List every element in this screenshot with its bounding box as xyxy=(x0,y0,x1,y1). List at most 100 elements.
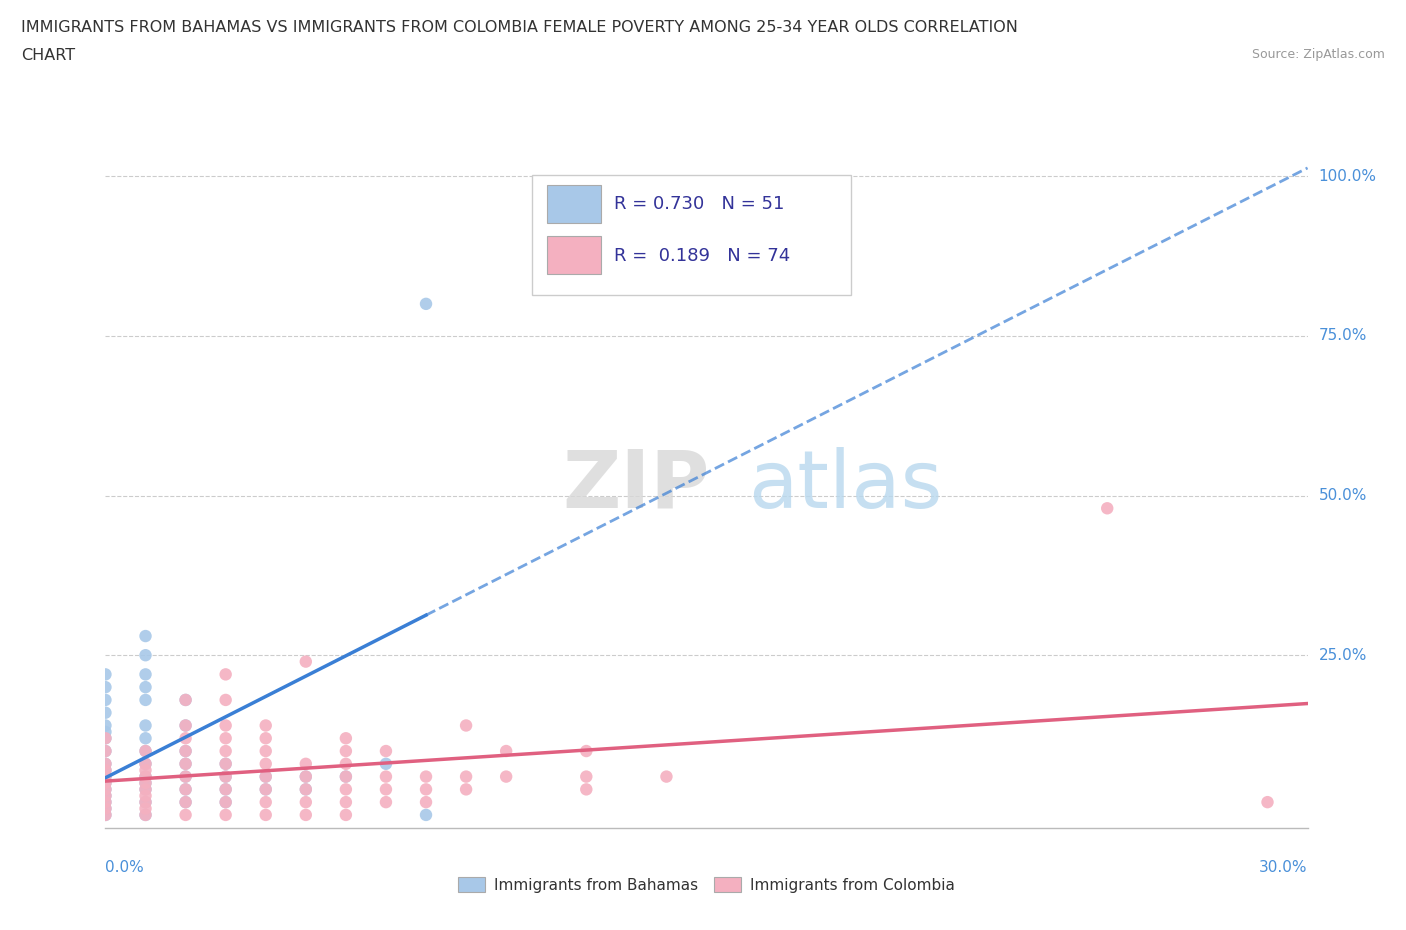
Text: 100.0%: 100.0% xyxy=(1319,168,1376,183)
Point xyxy=(295,654,318,669)
Bar xyxy=(547,236,600,274)
Point xyxy=(415,782,437,797)
Point xyxy=(135,807,157,822)
Point xyxy=(254,756,277,771)
Point xyxy=(374,795,398,810)
Point xyxy=(1257,795,1279,810)
Point xyxy=(495,744,517,759)
Point xyxy=(135,744,157,759)
Text: IMMIGRANTS FROM BAHAMAS VS IMMIGRANTS FROM COLOMBIA FEMALE POVERTY AMONG 25-34 Y: IMMIGRANTS FROM BAHAMAS VS IMMIGRANTS FR… xyxy=(21,20,1018,35)
Point xyxy=(135,756,157,771)
Point xyxy=(174,807,197,822)
Point xyxy=(94,756,117,771)
Point xyxy=(174,756,197,771)
Point xyxy=(254,769,277,784)
Point xyxy=(415,795,437,810)
Point xyxy=(135,769,157,784)
Point xyxy=(254,718,277,733)
Point xyxy=(94,795,117,810)
Point xyxy=(94,731,117,746)
Point xyxy=(295,756,318,771)
Point xyxy=(94,744,117,759)
Point xyxy=(335,782,357,797)
Point xyxy=(335,807,357,822)
Bar xyxy=(547,185,600,223)
Point xyxy=(135,789,157,804)
Text: atlas: atlas xyxy=(748,447,943,525)
Text: ZIP: ZIP xyxy=(562,447,710,525)
Point xyxy=(374,769,398,784)
Point xyxy=(94,776,117,790)
Point xyxy=(94,769,117,784)
Point xyxy=(135,801,157,816)
Point xyxy=(174,718,197,733)
Point xyxy=(174,769,197,784)
Point xyxy=(174,795,197,810)
Point xyxy=(94,801,117,816)
Point xyxy=(1097,501,1119,516)
Point xyxy=(214,782,236,797)
Point xyxy=(575,782,598,797)
Point xyxy=(254,744,277,759)
Point xyxy=(135,769,157,784)
Point xyxy=(94,789,117,804)
Point xyxy=(94,763,117,777)
Point xyxy=(335,731,357,746)
Point xyxy=(295,782,318,797)
Point xyxy=(135,718,157,733)
Point xyxy=(135,782,157,797)
Point xyxy=(335,769,357,784)
Point xyxy=(214,731,236,746)
Point xyxy=(94,693,117,708)
Point xyxy=(374,756,398,771)
Point xyxy=(174,693,197,708)
Point xyxy=(135,756,157,771)
Point xyxy=(94,769,117,784)
Point xyxy=(135,782,157,797)
Text: 0.0%: 0.0% xyxy=(105,860,145,875)
Point xyxy=(174,769,197,784)
Point xyxy=(135,667,157,682)
Point xyxy=(174,744,197,759)
Point xyxy=(214,769,236,784)
Point xyxy=(295,782,318,797)
Point xyxy=(135,629,157,644)
Point xyxy=(174,782,197,797)
Point xyxy=(295,769,318,784)
Point xyxy=(454,718,477,733)
Point xyxy=(335,744,357,759)
Text: Source: ZipAtlas.com: Source: ZipAtlas.com xyxy=(1251,48,1385,61)
Point xyxy=(94,776,117,790)
Point xyxy=(174,718,197,733)
Point xyxy=(214,718,236,733)
Point xyxy=(135,776,157,790)
Point xyxy=(174,795,197,810)
Point xyxy=(335,795,357,810)
Text: 50.0%: 50.0% xyxy=(1319,488,1367,503)
Point xyxy=(174,693,197,708)
Point xyxy=(214,795,236,810)
Point xyxy=(94,680,117,695)
Point xyxy=(295,769,318,784)
Text: 75.0%: 75.0% xyxy=(1319,328,1367,343)
Point xyxy=(135,795,157,810)
Point xyxy=(135,744,157,759)
Point xyxy=(94,807,117,822)
Point xyxy=(214,693,236,708)
Point xyxy=(254,731,277,746)
Text: 25.0%: 25.0% xyxy=(1319,647,1367,663)
Text: R =  0.189   N = 74: R = 0.189 N = 74 xyxy=(614,246,790,264)
Point xyxy=(214,795,236,810)
Text: CHART: CHART xyxy=(21,48,75,63)
Point xyxy=(254,769,277,784)
Point xyxy=(135,693,157,708)
Point xyxy=(214,782,236,797)
Point xyxy=(454,782,477,797)
Point xyxy=(214,769,236,784)
Point xyxy=(94,807,117,822)
Point xyxy=(94,667,117,682)
FancyBboxPatch shape xyxy=(533,175,851,295)
Point xyxy=(655,769,678,784)
Point xyxy=(295,795,318,810)
Point xyxy=(214,667,236,682)
